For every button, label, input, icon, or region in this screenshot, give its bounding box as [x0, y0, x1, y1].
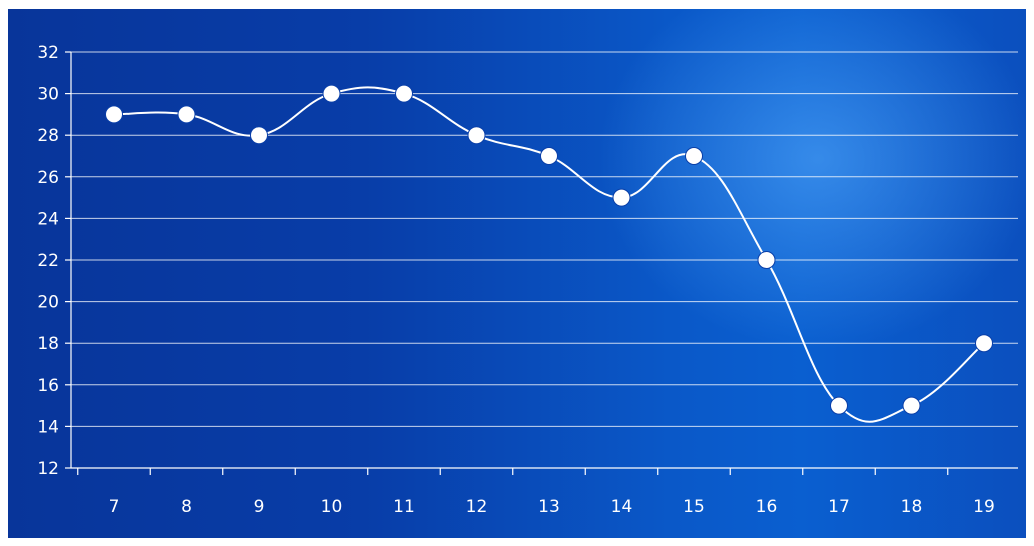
y-tick-label-26: 26 [37, 168, 59, 188]
x-tick-label-17: 17 [828, 497, 850, 517]
y-tick-label-28: 28 [37, 126, 59, 146]
data-point-9[interactable] [250, 126, 268, 145]
y-tick-label-22: 22 [37, 251, 59, 271]
x-tick-label-16: 16 [756, 497, 778, 517]
x-tick-label-13: 13 [538, 497, 560, 517]
data-point-13[interactable] [540, 147, 558, 165]
data-point-7[interactable] [105, 105, 123, 124]
data-point-11[interactable] [395, 84, 413, 103]
chart-panel: 12 14 16 18 20 22 24 26 28 30 32 7 8 9 10 11 12 13 14 15 16… [8, 9, 1026, 538]
x-tick-label-18: 18 [901, 497, 923, 517]
data-points [105, 84, 993, 415]
y-tick-label-12: 12 [37, 459, 59, 479]
x-axis-tick-labels: 7 8 9 10 11 12 13 14 15 16 17 18 19 [109, 497, 995, 517]
x-tick-label-14: 14 [611, 497, 633, 517]
data-point-19[interactable] [975, 334, 993, 353]
axes [65, 51, 1018, 475]
data-point-17[interactable] [830, 396, 848, 415]
x-tick-label-9: 9 [254, 497, 265, 517]
data-point-8[interactable] [177, 105, 196, 124]
data-point-10[interactable] [322, 84, 341, 103]
y-tick-label-18: 18 [37, 334, 59, 354]
x-tick-label-11: 11 [393, 497, 415, 517]
data-point-16[interactable] [757, 251, 776, 269]
series-line-layer [113, 86, 985, 423]
y-tick-label-14: 14 [37, 417, 59, 437]
x-tick-label-15: 15 [683, 497, 705, 517]
line-chart: 12 14 16 18 20 22 24 26 28 30 32 7 8 9 10 11 12 13 14 15 16… [37, 43, 1018, 517]
y-tick-label-24: 24 [37, 209, 59, 229]
x-tick-label-19: 19 [973, 497, 995, 517]
series-line [113, 86, 985, 423]
data-point-15[interactable] [685, 147, 703, 165]
data-point-12[interactable] [467, 126, 486, 145]
x-tick-label-10: 10 [321, 497, 343, 517]
y-axis-tick-labels: 12 14 16 18 20 22 24 26 28 30 32 [37, 43, 59, 479]
y-tick-label-20: 20 [37, 293, 59, 313]
x-tick-label-8: 8 [181, 497, 192, 517]
gridlines [71, 51, 1018, 427]
y-tick-label-32: 32 [37, 43, 59, 63]
y-tick-label-16: 16 [37, 376, 59, 396]
data-point-18[interactable] [902, 396, 921, 415]
y-tick-label-30: 30 [37, 85, 59, 105]
data-point-14[interactable] [612, 188, 631, 207]
x-tick-label-12: 12 [466, 497, 488, 517]
x-tick-label-7: 7 [109, 497, 120, 517]
